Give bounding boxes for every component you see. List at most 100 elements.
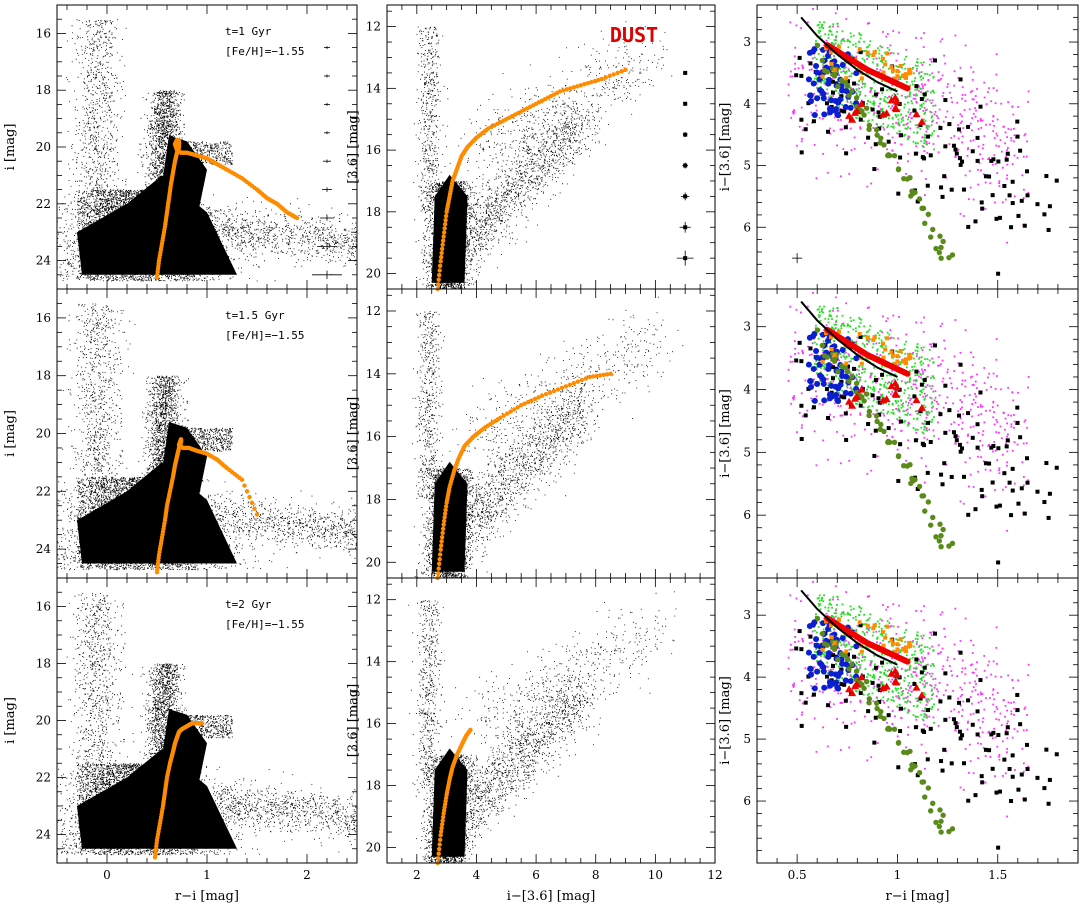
orange-square [890, 68, 895, 73]
green-point [916, 631, 919, 634]
magenta-point [951, 386, 954, 389]
magenta-point [792, 112, 795, 115]
isochrone-point [589, 79, 594, 85]
magenta-point [943, 339, 946, 342]
magenta-point [897, 419, 900, 422]
magenta-point [971, 98, 974, 101]
green-point [847, 46, 850, 49]
magenta-point [921, 85, 924, 88]
magenta-point [1010, 710, 1013, 713]
magenta-point [995, 718, 998, 721]
magenta-point [894, 141, 896, 144]
magenta-point [815, 177, 818, 180]
green-point [901, 119, 904, 122]
magenta-point [996, 692, 999, 694]
magenta-point [994, 489, 996, 491]
magenta-point [832, 95, 835, 97]
x-tick-label: 10 [648, 868, 663, 882]
green-point [845, 61, 848, 64]
green-point [861, 371, 863, 374]
magenta-point [818, 403, 821, 405]
magenta-point [1007, 128, 1010, 130]
magenta-point [988, 696, 991, 699]
magenta-point [991, 737, 994, 740]
magenta-point [1006, 464, 1008, 467]
magenta-point [889, 393, 892, 396]
green-point [855, 117, 858, 119]
isochrone-point [532, 396, 538, 402]
magenta-point [832, 129, 835, 132]
magenta-point [839, 692, 842, 695]
magenta-point [978, 162, 981, 165]
magenta-point [880, 108, 882, 110]
green-point [916, 638, 919, 641]
magenta-point [969, 140, 972, 142]
magenta-point [912, 379, 915, 382]
green-point [824, 33, 827, 36]
olive-point [930, 226, 936, 233]
magenta-point [806, 123, 809, 126]
green-point [916, 352, 918, 355]
magenta-point [886, 721, 888, 724]
green-point [837, 92, 840, 95]
magenta-point [969, 426, 972, 429]
magenta-point [920, 457, 923, 459]
green-point [851, 72, 854, 75]
magenta-point [1004, 486, 1007, 488]
magenta-point [964, 379, 967, 382]
magenta-point [889, 625, 892, 628]
magenta-point [1010, 128, 1013, 131]
magenta-point [840, 702, 842, 704]
green-point [908, 682, 911, 684]
magenta-point [848, 459, 851, 462]
magenta-point [832, 309, 834, 312]
green-point [884, 381, 887, 384]
isochrone-point [571, 381, 577, 386]
olive-point [885, 152, 892, 158]
green-point [819, 319, 822, 322]
green-point [896, 132, 899, 135]
green-point [924, 419, 927, 422]
green-point [887, 352, 890, 355]
magenta-point [915, 718, 918, 721]
black-square [960, 446, 965, 451]
green-point [887, 641, 890, 643]
magenta-point [944, 62, 947, 65]
isochrone-point [244, 489, 250, 494]
green-point [911, 353, 913, 355]
olive-point [814, 42, 821, 49]
green-point [865, 72, 868, 75]
green-point [930, 116, 933, 119]
green-point [921, 431, 924, 434]
black-square [1022, 223, 1027, 228]
isochrone-point [437, 552, 443, 557]
green-point [916, 88, 919, 91]
black-square [811, 405, 816, 410]
red-triangle [848, 115, 857, 123]
isochrone-point [575, 84, 580, 89]
magenta-point [905, 746, 907, 749]
magenta-point [972, 398, 975, 401]
magenta-point [974, 115, 977, 118]
blue-point [827, 109, 834, 116]
isochrone-point [551, 388, 557, 394]
magenta-point [920, 656, 923, 659]
magenta-point [1001, 453, 1004, 456]
magenta-point [907, 160, 909, 163]
black-square [926, 420, 931, 425]
green-point [859, 664, 862, 667]
magenta-point [952, 402, 955, 405]
green-point [867, 629, 870, 632]
magenta-point [1007, 386, 1010, 389]
green-point [932, 390, 935, 393]
magenta-point [832, 380, 835, 383]
green-point [827, 318, 830, 321]
green-point [820, 597, 823, 600]
isochrone-point [567, 382, 573, 388]
green-point [888, 661, 891, 664]
green-point [909, 91, 912, 94]
magenta-point [967, 433, 970, 436]
black-square [987, 461, 992, 466]
magenta-point [985, 103, 988, 106]
y-tick-label: 18 [366, 492, 381, 506]
